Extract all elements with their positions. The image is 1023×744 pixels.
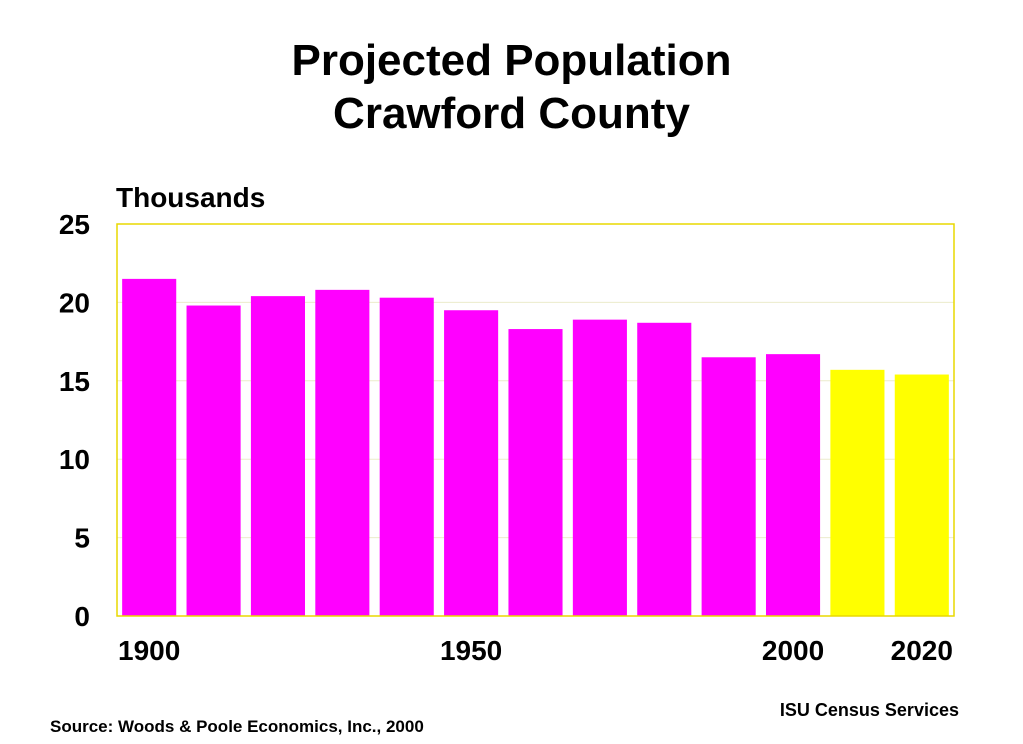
bar-historical bbox=[765, 354, 821, 616]
bar-historical bbox=[572, 319, 627, 616]
credit-text: ISU Census Services bbox=[779, 700, 959, 720]
y-tick-label: 0 bbox=[74, 601, 90, 632]
bar-historical bbox=[637, 322, 692, 616]
bar-historical bbox=[315, 289, 370, 616]
x-tick-label: 2000 bbox=[762, 635, 824, 666]
x-tick-label: 1900 bbox=[118, 635, 180, 666]
chart-title: Projected Population Crawford County bbox=[0, 34, 1023, 140]
bar-historical bbox=[508, 329, 563, 616]
y-tick-label: 5 bbox=[74, 523, 90, 554]
source-text: Source: Woods & Poole Economics, Inc., 2… bbox=[50, 717, 424, 736]
bar-historical bbox=[379, 297, 434, 616]
y-tick-label: 15 bbox=[59, 366, 90, 397]
plot-area-border bbox=[116, 223, 955, 617]
bar-historical bbox=[444, 310, 499, 616]
bar-historical bbox=[186, 305, 241, 616]
y-tick-label: 20 bbox=[59, 287, 90, 318]
y-tick-label: 25 bbox=[59, 209, 90, 240]
chart-title-line2: Crawford County bbox=[333, 89, 690, 138]
y-axis-label: Thousands bbox=[116, 182, 266, 213]
x-tick-label: 1950 bbox=[440, 635, 502, 666]
bar-historical bbox=[250, 296, 306, 616]
y-tick-label: 10 bbox=[59, 444, 90, 475]
x-tick-label: 2020 bbox=[891, 635, 953, 666]
bar-projected bbox=[894, 374, 949, 616]
bar-historical bbox=[701, 357, 756, 616]
bar-historical bbox=[122, 278, 177, 616]
chart-title-line1: Projected Population bbox=[291, 36, 732, 85]
bar-projected bbox=[830, 369, 885, 616]
